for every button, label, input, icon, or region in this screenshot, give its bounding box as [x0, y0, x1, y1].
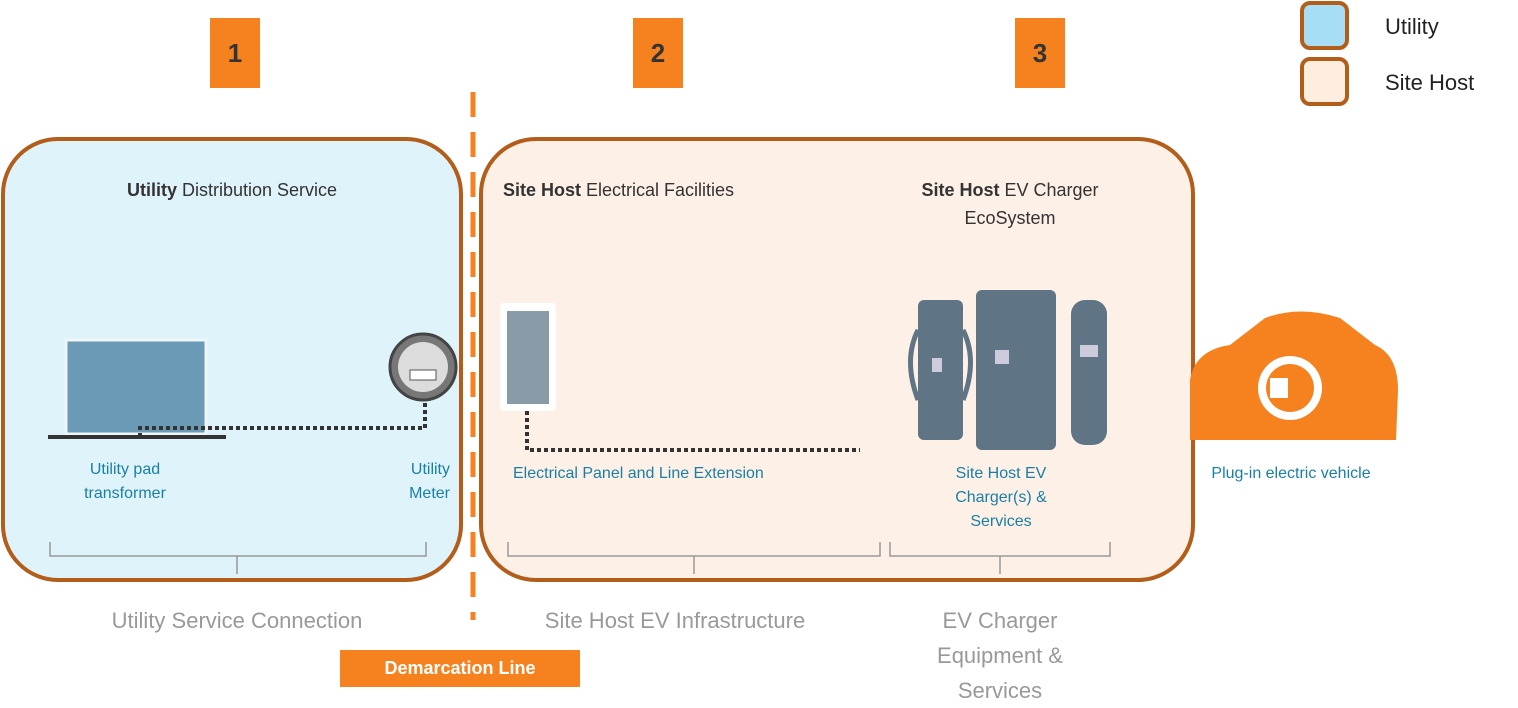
- legend-swatch-utility: [1302, 3, 1347, 48]
- component-label: Plug-in electric vehicle: [1180, 462, 1402, 486]
- component-label: Utility Meter: [390, 458, 450, 506]
- step-badge: 3: [1015, 18, 1065, 88]
- diagram: 1 2 3 Utility Site Host UtilityDistribut…: [0, 0, 1518, 703]
- component-label: Site Host EV Charger(s) & Services: [940, 462, 1062, 534]
- component-label: Utility pad transformer: [60, 458, 190, 506]
- title-bold: Utility: [127, 180, 177, 200]
- legend-swatch-site-host: [1302, 59, 1347, 104]
- vehicle: [1190, 312, 1398, 441]
- panel: [507, 311, 549, 404]
- component-label: Electrical Panel and Line Extension: [513, 462, 764, 486]
- group-label: Site Host EV Infrastructure: [475, 603, 875, 638]
- group-label: Utility Service Connection: [37, 603, 437, 638]
- transformer: [66, 340, 206, 434]
- graphics: [0, 0, 1518, 703]
- legend-label: Utility: [1385, 14, 1439, 40]
- title-bold: Site Host: [921, 180, 999, 200]
- chargers: [911, 290, 1108, 450]
- legend-label: Site Host: [1385, 70, 1474, 96]
- title-text: Electrical Facilities: [586, 180, 734, 200]
- group-label: EV Charger Equipment & Services: [905, 603, 1095, 708]
- title-bold: Site Host: [503, 180, 581, 200]
- step-badge: 1: [210, 18, 260, 88]
- meter: [390, 334, 456, 400]
- title-text: Distribution Service: [182, 180, 337, 200]
- demarcation-label: Demarcation Line: [340, 650, 580, 687]
- step-badge: 2: [633, 18, 683, 88]
